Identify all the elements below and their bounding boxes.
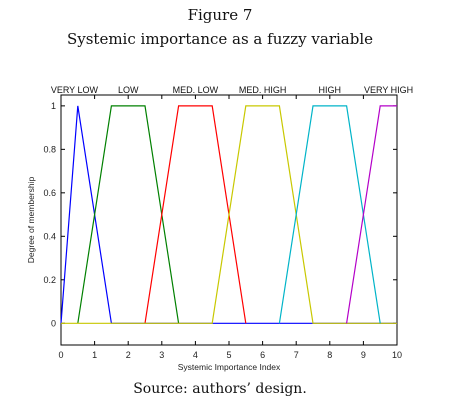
y-tick-label: 0.6 <box>43 188 56 198</box>
x-tick-label: 8 <box>327 350 332 360</box>
series-label-low: LOW <box>118 85 139 95</box>
series-label-med-low: MED. LOW <box>173 85 219 95</box>
y-tick-label: 0.2 <box>43 275 56 285</box>
series-label-very-low: VERY LOW <box>51 85 99 95</box>
x-tick-label: 5 <box>226 350 231 360</box>
series-label-med-high: MED. HIGH <box>239 85 287 95</box>
x-tick-label: 2 <box>126 350 131 360</box>
x-tick-label: 3 <box>159 350 164 360</box>
y-tick-label: 0 <box>51 318 56 328</box>
y-tick-label: 0.8 <box>43 144 56 154</box>
x-tick-label: 7 <box>294 350 299 360</box>
y-tick-label: 0.4 <box>43 231 56 241</box>
x-tick-label: 0 <box>58 350 63 360</box>
x-tick-label: 1 <box>92 350 97 360</box>
x-tick-label: 9 <box>361 350 366 360</box>
x-axis-label: Systemic Importance Index <box>178 362 281 372</box>
series-label-very-high: VERY HIGH <box>364 85 413 95</box>
y-axis-label: Degree of membership <box>26 177 36 264</box>
figure-number: Figure 7 <box>187 6 253 24</box>
y-tick-label: 1 <box>51 101 56 111</box>
plot-area <box>60 94 398 346</box>
series-line-med-high <box>61 105 397 324</box>
x-tick-label: 10 <box>392 350 402 360</box>
figure-caption: Systemic importance as a fuzzy variable <box>66 30 374 48</box>
series-line-very-high <box>346 105 397 324</box>
series-label-high: HIGH <box>319 85 342 95</box>
x-tick-label: 4 <box>193 350 198 360</box>
x-tick-label: 6 <box>260 350 265 360</box>
source-note: Source: authors’ design. <box>133 381 307 397</box>
